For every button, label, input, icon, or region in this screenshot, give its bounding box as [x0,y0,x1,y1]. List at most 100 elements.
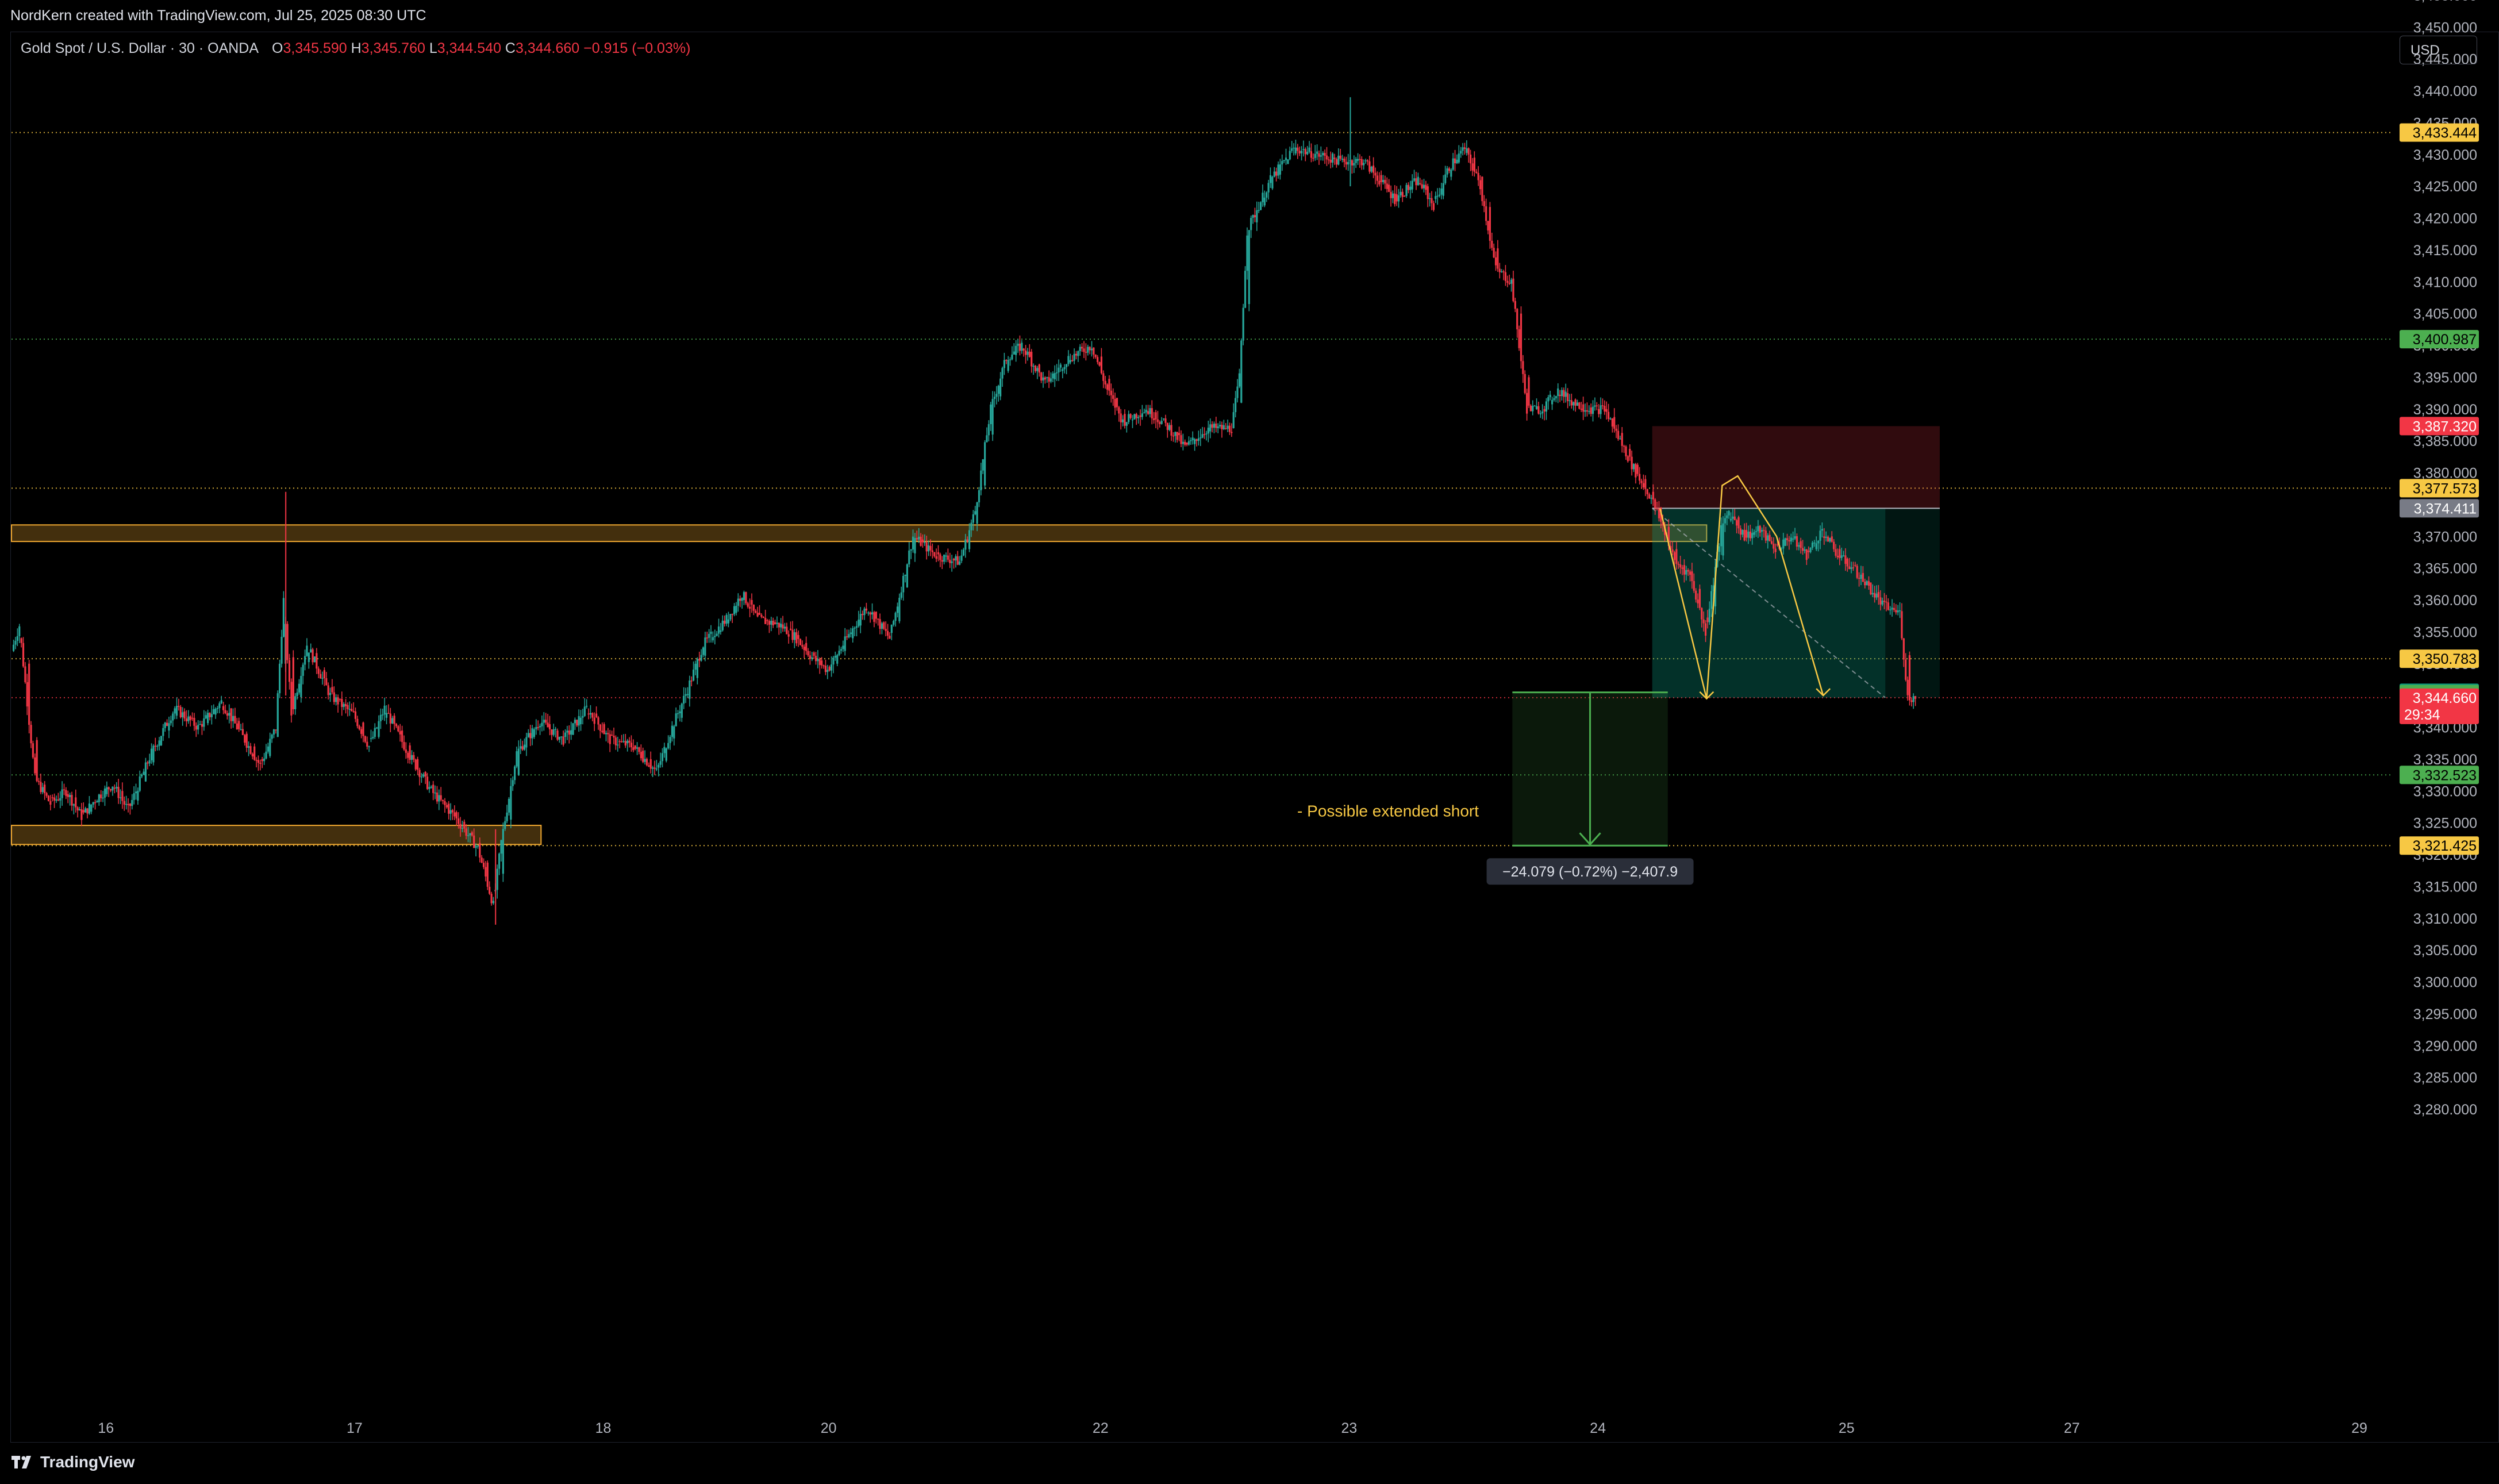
candle-body [426,776,429,789]
candle-body [467,835,470,836]
candle-body [189,716,191,720]
candle-body [1011,354,1013,360]
price-tag-label: 3,344.660 [2413,690,2477,706]
candle-body [236,723,238,729]
take-profit-area-extended [1885,508,1940,698]
candle-body [1591,406,1594,414]
projection-path[interactable] [1659,475,1831,700]
candle-body [409,745,411,760]
candle-body [1574,399,1577,406]
candle-body [1409,186,1412,190]
price-range-measure[interactable]: −24.079 (−0.72%) −2,407.9 [1486,691,1694,885]
candle-body [1533,405,1536,407]
candle-body [1681,567,1683,569]
candle-body [444,801,446,805]
candle-body [510,786,512,820]
candle-body [607,733,609,735]
candle-body [595,713,598,718]
candle-body [1844,555,1847,564]
candle-body [1619,439,1621,440]
candle-body [222,706,225,710]
candle-body [76,807,79,811]
candle-body [634,745,636,749]
candle-body [1121,419,1124,422]
candle-body [824,666,827,672]
candle-body [337,697,339,705]
candle-body [945,555,947,557]
candle-body [1415,178,1417,186]
candle-body [516,751,518,767]
candle-body [148,760,151,764]
candle-body [743,592,745,600]
candle-body [830,664,833,671]
candle-body [107,787,110,790]
candle-body [80,809,83,820]
candle-body [1345,162,1347,165]
candle-body [1560,390,1563,397]
price-axis[interactable]: 3,280.000 3,285.000 3,290.000 3,295.000 3,30… [2413,0,2477,1118]
candle-body [489,886,491,894]
candle-body [461,828,463,829]
price-tag [2400,836,2479,855]
candle-body [673,726,675,739]
currency-selector[interactable]: USD [2400,36,2477,64]
candle-body [214,708,217,715]
candle-body [1687,570,1689,572]
candle-body [622,741,625,742]
candle-body [1201,434,1204,438]
symbol-name[interactable]: Gold Spot / U.S. Dollar · 30 · OANDA [21,40,259,56]
candle-body [335,697,337,702]
candle-body [1262,193,1264,202]
candle-body [179,706,182,717]
candle-body [918,536,920,540]
candle-body [1294,147,1297,153]
candle-body [1052,373,1054,379]
candle-body [113,787,116,789]
candle-body [417,759,419,770]
candle-body [1454,158,1456,164]
y-tick-label: 3,450.000 [2413,20,2477,36]
candle-body [649,759,652,769]
candle-body [356,718,359,726]
candle-body [562,736,564,745]
candle-body [131,799,133,806]
candle-body [925,542,928,552]
candle-body [791,629,794,640]
candle-body [525,737,528,748]
x-tick-label: 24 [1590,1420,1606,1436]
candle-body [1755,531,1758,532]
candle-body [832,658,835,665]
candle-body [693,670,695,681]
candle-body [1627,456,1629,462]
candle-body [1842,555,1845,556]
candle-body [1209,424,1212,432]
candle-body [463,821,466,829]
candle-body [1125,422,1128,426]
short-position-tool[interactable] [1652,426,1940,698]
candle-body [1231,432,1233,433]
candle-body [1021,343,1023,351]
candle-body [1685,570,1687,575]
candle-body [1821,529,1823,531]
candle-body [675,713,677,726]
candle-body [486,862,489,887]
candle-body [1022,348,1025,351]
candle-body [1450,170,1452,177]
time-axis[interactable]: 16 17 18 20 22 23 24 25 27 29 [98,1420,2367,1436]
candle-body [1718,546,1720,552]
candle-body [290,682,293,716]
candle-body [1743,529,1746,541]
candle-body [14,640,17,645]
candle-body [1774,548,1777,552]
candle-body [144,762,147,782]
candle-body [344,703,347,706]
candle-body [624,741,626,746]
candle-body [904,575,906,576]
candle-body [1862,572,1864,582]
candle-body [1129,414,1132,418]
tradingview-logo[interactable]: TradingView [11,1453,134,1471]
candle-body [716,633,718,636]
candle-body [821,660,823,666]
candle-body [1178,433,1181,436]
